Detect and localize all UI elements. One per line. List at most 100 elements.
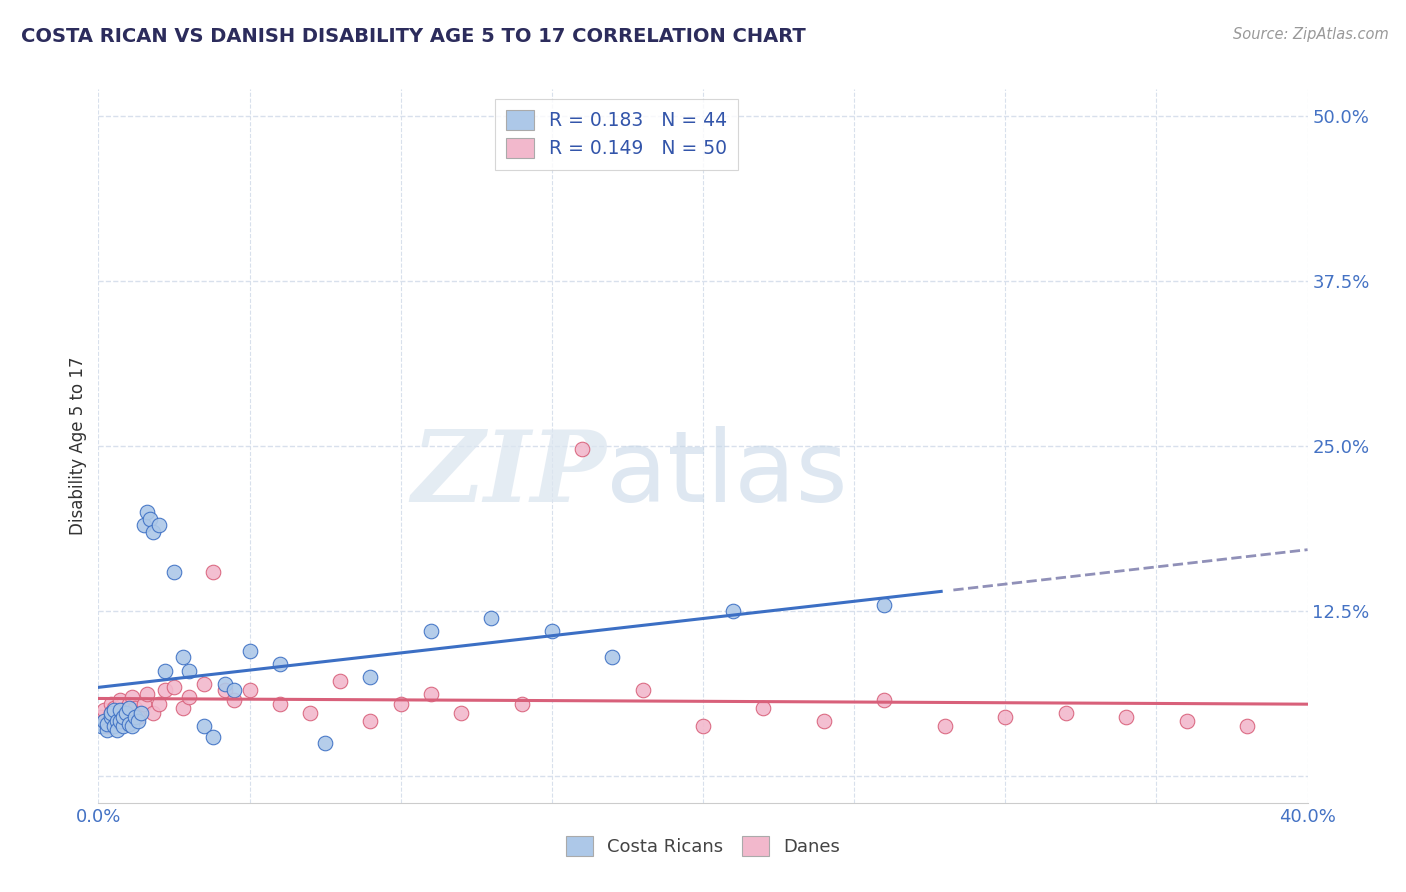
Point bbox=[148, 518, 170, 533]
Point bbox=[93, 703, 115, 717]
Point bbox=[124, 710, 146, 724]
Legend: Costa Ricans, Danes: Costa Ricans, Danes bbox=[557, 827, 849, 865]
Point bbox=[224, 692, 246, 706]
Point bbox=[121, 719, 143, 733]
Point bbox=[172, 650, 194, 665]
Point bbox=[692, 719, 714, 733]
Point bbox=[752, 700, 775, 714]
Point bbox=[103, 716, 125, 731]
Point bbox=[723, 604, 745, 618]
Point bbox=[994, 710, 1017, 724]
Point bbox=[100, 710, 122, 724]
Point bbox=[129, 706, 152, 720]
Point bbox=[118, 700, 141, 714]
Point bbox=[105, 723, 128, 738]
Point bbox=[179, 690, 201, 704]
Point bbox=[450, 706, 472, 720]
Point bbox=[1054, 706, 1077, 720]
Point bbox=[121, 690, 143, 704]
Point bbox=[118, 706, 141, 720]
Point bbox=[813, 714, 835, 728]
Point bbox=[239, 644, 262, 658]
Point bbox=[571, 442, 593, 456]
Point bbox=[163, 565, 186, 579]
Point bbox=[142, 524, 165, 539]
Point bbox=[314, 736, 336, 750]
Point bbox=[93, 714, 115, 728]
Point bbox=[100, 706, 122, 720]
Text: ZIP: ZIP bbox=[412, 426, 606, 523]
Point bbox=[202, 730, 225, 744]
Point bbox=[96, 716, 118, 731]
Point bbox=[299, 706, 322, 720]
Point bbox=[329, 674, 352, 689]
Point bbox=[124, 700, 146, 714]
Point bbox=[142, 706, 165, 720]
Point bbox=[127, 710, 149, 724]
Point bbox=[96, 719, 118, 733]
Point bbox=[269, 657, 291, 671]
Point bbox=[214, 677, 236, 691]
Text: COSTA RICAN VS DANISH DISABILITY AGE 5 TO 17 CORRELATION CHART: COSTA RICAN VS DANISH DISABILITY AGE 5 T… bbox=[21, 27, 806, 45]
Point bbox=[153, 664, 176, 678]
Point bbox=[132, 697, 155, 711]
Point bbox=[1115, 710, 1137, 724]
Point bbox=[135, 688, 157, 702]
Point bbox=[90, 710, 112, 724]
Point bbox=[100, 706, 122, 720]
Point bbox=[90, 719, 112, 733]
Point bbox=[103, 703, 125, 717]
Point bbox=[114, 706, 136, 720]
Point bbox=[360, 670, 382, 684]
Point bbox=[214, 683, 236, 698]
Point bbox=[148, 697, 170, 711]
Point bbox=[118, 716, 141, 731]
Text: atlas: atlas bbox=[606, 426, 848, 523]
Point bbox=[481, 611, 503, 625]
Point bbox=[118, 697, 141, 711]
Point bbox=[111, 703, 134, 717]
Point bbox=[179, 664, 201, 678]
Point bbox=[360, 714, 382, 728]
Y-axis label: Disability Age 5 to 17: Disability Age 5 to 17 bbox=[69, 357, 87, 535]
Point bbox=[873, 598, 896, 612]
Point bbox=[172, 700, 194, 714]
Point bbox=[127, 714, 149, 728]
Point bbox=[111, 719, 134, 733]
Point bbox=[163, 680, 186, 694]
Point bbox=[100, 697, 122, 711]
Text: Source: ZipAtlas.com: Source: ZipAtlas.com bbox=[1233, 27, 1389, 42]
Point bbox=[105, 710, 128, 724]
Point bbox=[193, 719, 215, 733]
Point bbox=[103, 700, 125, 714]
Point bbox=[239, 683, 262, 698]
Point bbox=[108, 703, 131, 717]
Point bbox=[420, 624, 443, 638]
Point bbox=[135, 505, 157, 519]
Point bbox=[114, 714, 136, 728]
Point bbox=[96, 723, 118, 738]
Point bbox=[269, 697, 291, 711]
Point bbox=[108, 692, 131, 706]
Point bbox=[193, 677, 215, 691]
Point bbox=[1175, 714, 1198, 728]
Point bbox=[153, 683, 176, 698]
Point bbox=[93, 714, 115, 728]
Point bbox=[540, 624, 562, 638]
Point bbox=[103, 719, 125, 733]
Point bbox=[873, 692, 896, 706]
Point bbox=[934, 719, 956, 733]
Point bbox=[602, 650, 624, 665]
Point bbox=[108, 714, 131, 728]
Point bbox=[420, 688, 443, 702]
Point bbox=[105, 714, 128, 728]
Point bbox=[510, 697, 533, 711]
Point bbox=[132, 518, 155, 533]
Point bbox=[111, 710, 134, 724]
Point bbox=[389, 697, 412, 711]
Point bbox=[1236, 719, 1258, 733]
Point bbox=[139, 511, 162, 525]
Point bbox=[202, 565, 225, 579]
Point bbox=[224, 683, 246, 698]
Point bbox=[631, 683, 654, 698]
